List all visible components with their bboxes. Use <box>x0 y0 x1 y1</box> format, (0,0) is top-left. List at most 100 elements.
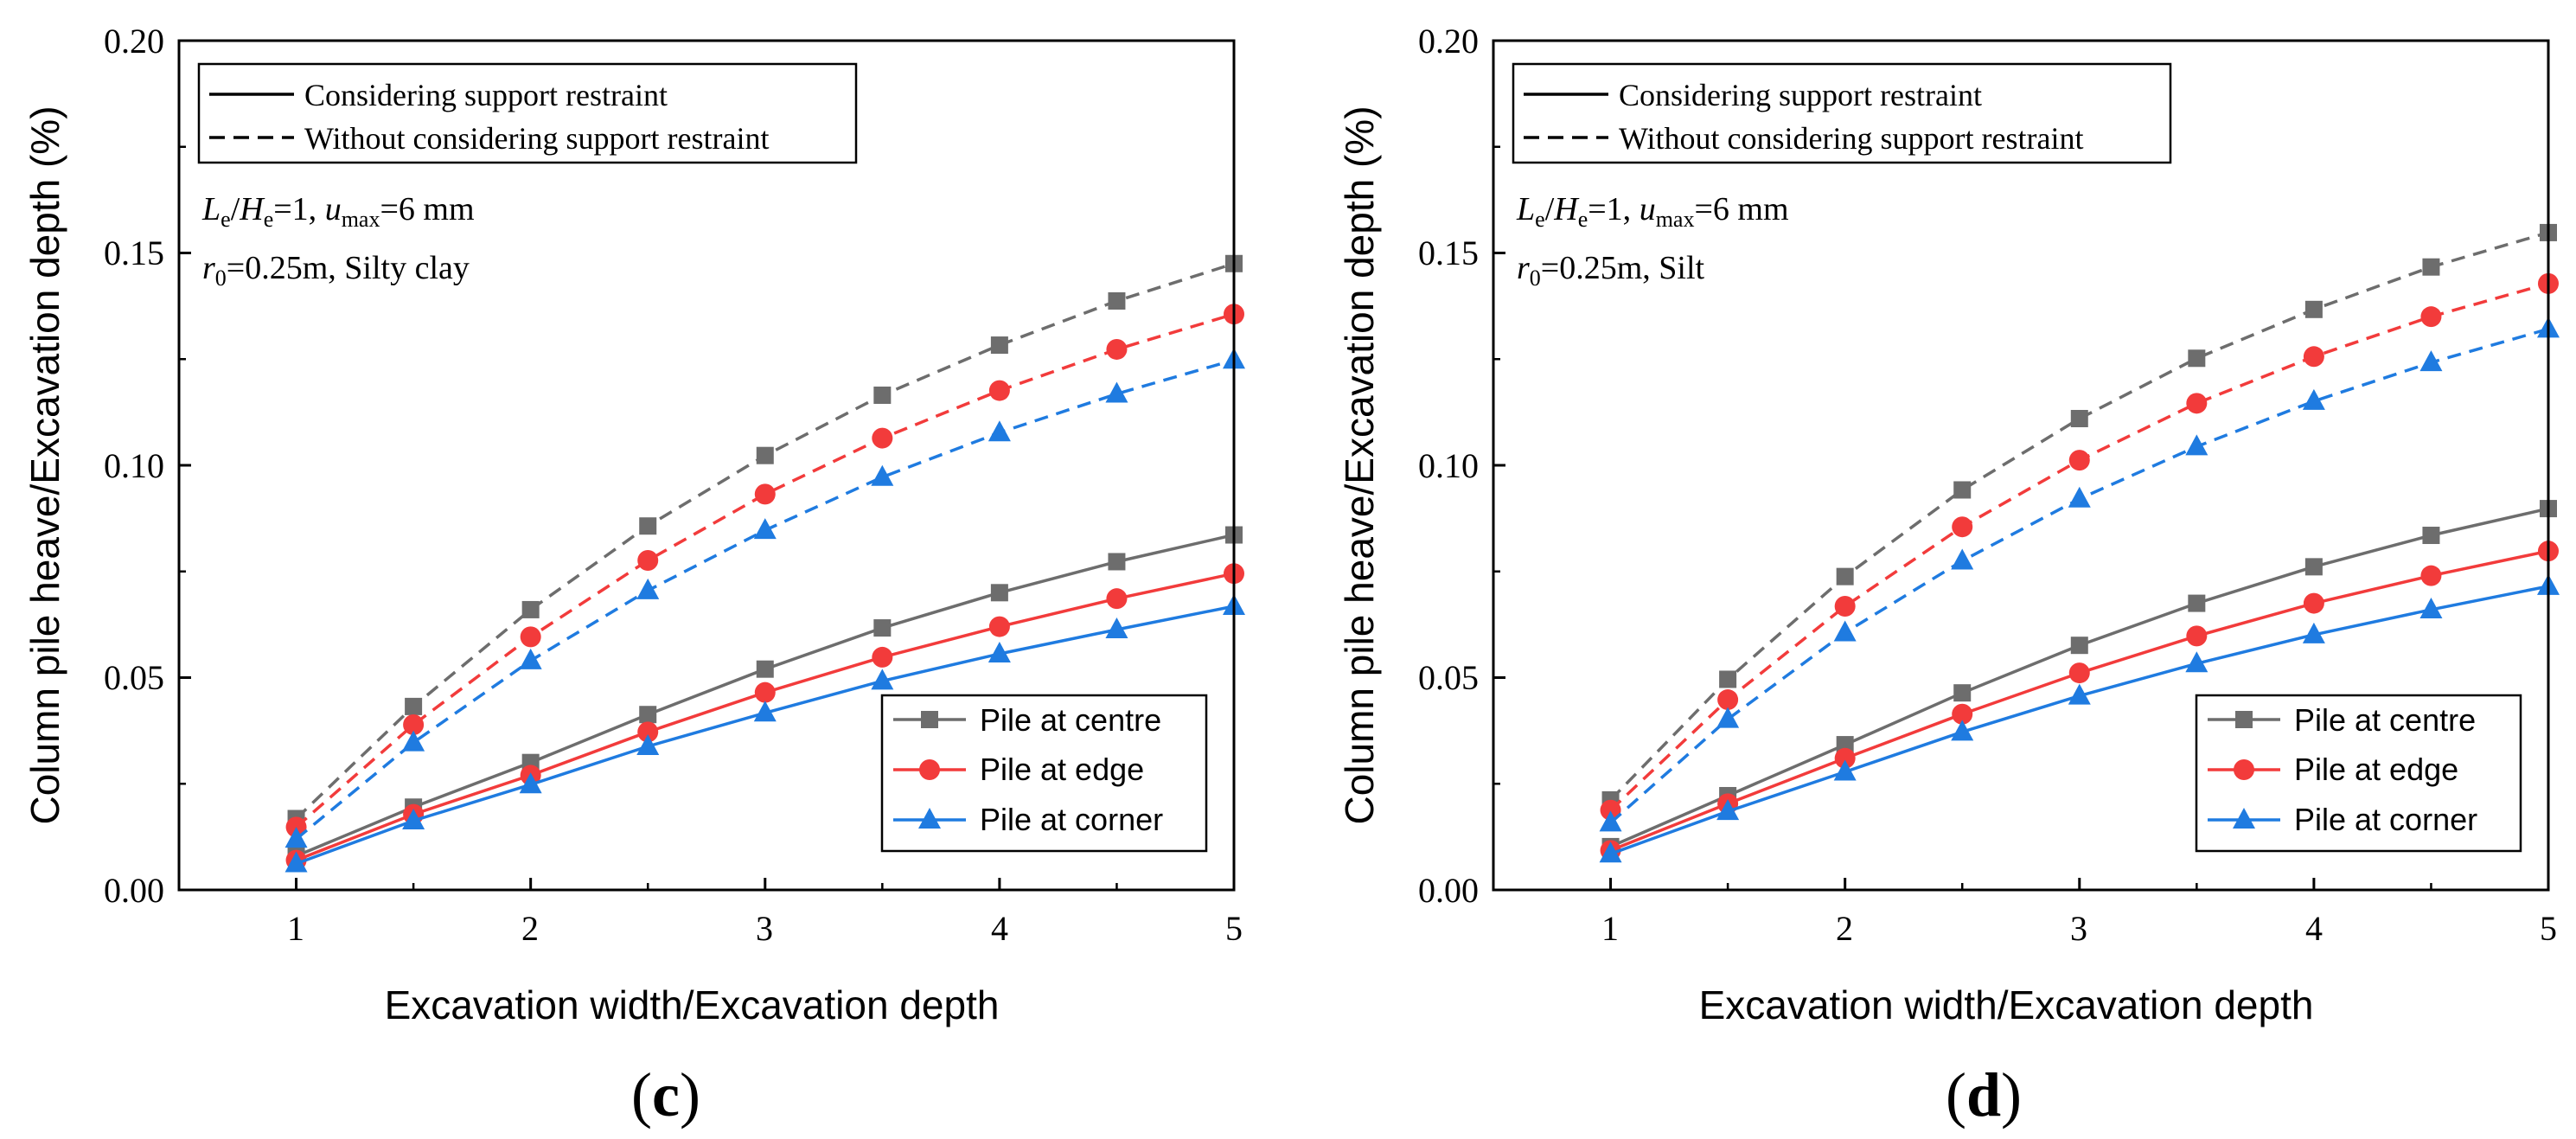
data-point-triangle <box>2068 486 2091 508</box>
y-tick-label: 0.00 <box>104 871 164 910</box>
legend-label-corner: Pile at corner <box>980 802 1163 837</box>
data-point-triangle <box>1833 759 1857 781</box>
y-tick-label: 0.05 <box>1418 658 1479 697</box>
legend-marker-square <box>2235 711 2253 728</box>
data-point-triangle <box>1951 720 1974 741</box>
x-tick-label: 3 <box>756 909 773 948</box>
data-point-circle <box>1834 596 1856 617</box>
x-tick-label: 2 <box>521 909 539 948</box>
series-legend: Pile at centre Pile at edge Pile at corn… <box>880 694 1208 853</box>
data-point-circle <box>2186 625 2208 647</box>
y-tick-label: 0.05 <box>104 658 164 697</box>
data-point-circle <box>1834 747 1856 769</box>
data-point-triangle <box>1716 799 1740 821</box>
style-legend-label: Without considering support restraint <box>1619 121 2083 156</box>
panel-letter: c <box>652 1060 680 1129</box>
style-legend-label: Without considering support restraint <box>304 121 769 156</box>
legend-label-centre: Pile at centre <box>2294 702 2476 738</box>
x-tick-label: 1 <box>287 909 304 948</box>
legend-keys <box>2208 711 2280 829</box>
data-point-square <box>639 706 657 724</box>
x-tick-label: 5 <box>1225 909 1243 948</box>
data-point-circle <box>754 483 776 505</box>
data-point-square <box>2070 409 2088 427</box>
style-legend-label: Considering support restraint <box>1619 78 1982 112</box>
panel-d: 0.00 0.05 0.10 0.15 0.20 1 2 3 4 5 Excav… <box>1337 22 2560 1129</box>
x-tick-label: 1 <box>1601 909 1619 948</box>
data-point-circle <box>872 646 893 668</box>
data-point-triangle <box>2419 350 2443 372</box>
annotation-line-1: Le/He=1, umax=6 mm <box>201 191 475 232</box>
data-point-triangle <box>636 578 660 599</box>
data-point-circle <box>2303 346 2324 368</box>
data-point-triangle <box>2068 683 2091 705</box>
legend-marker-circle <box>2234 759 2254 780</box>
data-point-triangle <box>753 518 777 540</box>
y-tick-label: 0.15 <box>104 234 164 272</box>
data-point-circle <box>2186 393 2208 414</box>
data-point-triangle <box>1599 841 1622 863</box>
style-legend-box <box>1512 62 2172 164</box>
data-point-circle <box>1952 703 1973 725</box>
data-point-triangle <box>1951 548 1974 570</box>
data-point-triangle <box>2185 434 2208 456</box>
data-point-square <box>2304 300 2323 318</box>
legend-marker-triangle <box>918 808 941 829</box>
data-point-triangle <box>402 730 425 752</box>
data-point-circle <box>754 681 776 703</box>
data-point-triangle <box>1105 617 1128 639</box>
plot-series <box>284 254 1245 873</box>
y-tick-label: 0.20 <box>104 22 164 61</box>
data-point-circle <box>1106 588 1128 610</box>
legend-marker-square <box>921 711 938 728</box>
data-point-triangle <box>1833 620 1857 642</box>
y-tick-label: 0.10 <box>1418 446 1479 485</box>
data-point-triangle <box>1716 707 1740 728</box>
style-legend: Considering support restraint Without co… <box>1512 62 2172 164</box>
y-tick-label: 0.00 <box>1418 871 1479 910</box>
y-axis-title: Column pile heave/Excavation depth (%) <box>22 106 67 824</box>
data-point-square <box>1719 670 1737 688</box>
data-point-circle <box>988 380 1010 401</box>
legend-label-corner: Pile at corner <box>2294 802 2477 837</box>
data-point-square <box>756 446 774 464</box>
data-point-triangle <box>636 734 660 756</box>
style-legend-box <box>197 62 858 164</box>
data-point-square <box>1108 553 1126 571</box>
data-point-circle <box>1600 799 1621 821</box>
panel-label: (c) <box>631 1060 700 1129</box>
data-point-square <box>1953 481 1972 499</box>
panel-label: (d) <box>1946 1060 2022 1129</box>
annotation-line-1: Le/He=1, umax=6 mm <box>1516 191 1789 232</box>
legend-label-edge: Pile at edge <box>2294 752 2458 787</box>
data-point-triangle <box>519 648 542 669</box>
data-point-square <box>405 697 423 715</box>
data-point-circle <box>2068 450 2090 471</box>
x-axis-title: Excavation width/Excavation depth <box>385 982 1000 1027</box>
axis-ticks <box>1493 39 2550 892</box>
annotation-line-2: r0=0.25m, Silty clay <box>202 250 470 291</box>
data-point-triangle <box>2419 597 2443 618</box>
series-line-square-dashed <box>1609 231 2549 802</box>
data-point-triangle <box>871 464 894 486</box>
data-point-triangle <box>988 420 1011 442</box>
data-point-square <box>2422 527 2440 545</box>
data-point-circle <box>2420 565 2442 586</box>
data-point-circle <box>403 714 425 736</box>
data-point-circle <box>2068 662 2090 684</box>
data-point-triangle <box>988 642 1011 663</box>
legend-label-centre: Pile at centre <box>980 702 1161 738</box>
data-point-square <box>2070 637 2088 655</box>
y-tick-label: 0.20 <box>1418 22 1479 61</box>
data-point-circle <box>1717 689 1739 711</box>
x-tick-label: 3 <box>2070 909 2087 948</box>
y-axis-title: Column pile heave/Excavation depth (%) <box>1337 106 1382 824</box>
data-point-circle <box>1106 338 1128 360</box>
data-point-square <box>1108 291 1126 310</box>
data-point-circle <box>637 721 659 743</box>
legend-marker-circle <box>919 759 940 780</box>
series-line-circle-dashed <box>295 312 1235 829</box>
legend-marker-triangle <box>2233 808 2255 829</box>
data-point-triangle <box>871 669 894 690</box>
